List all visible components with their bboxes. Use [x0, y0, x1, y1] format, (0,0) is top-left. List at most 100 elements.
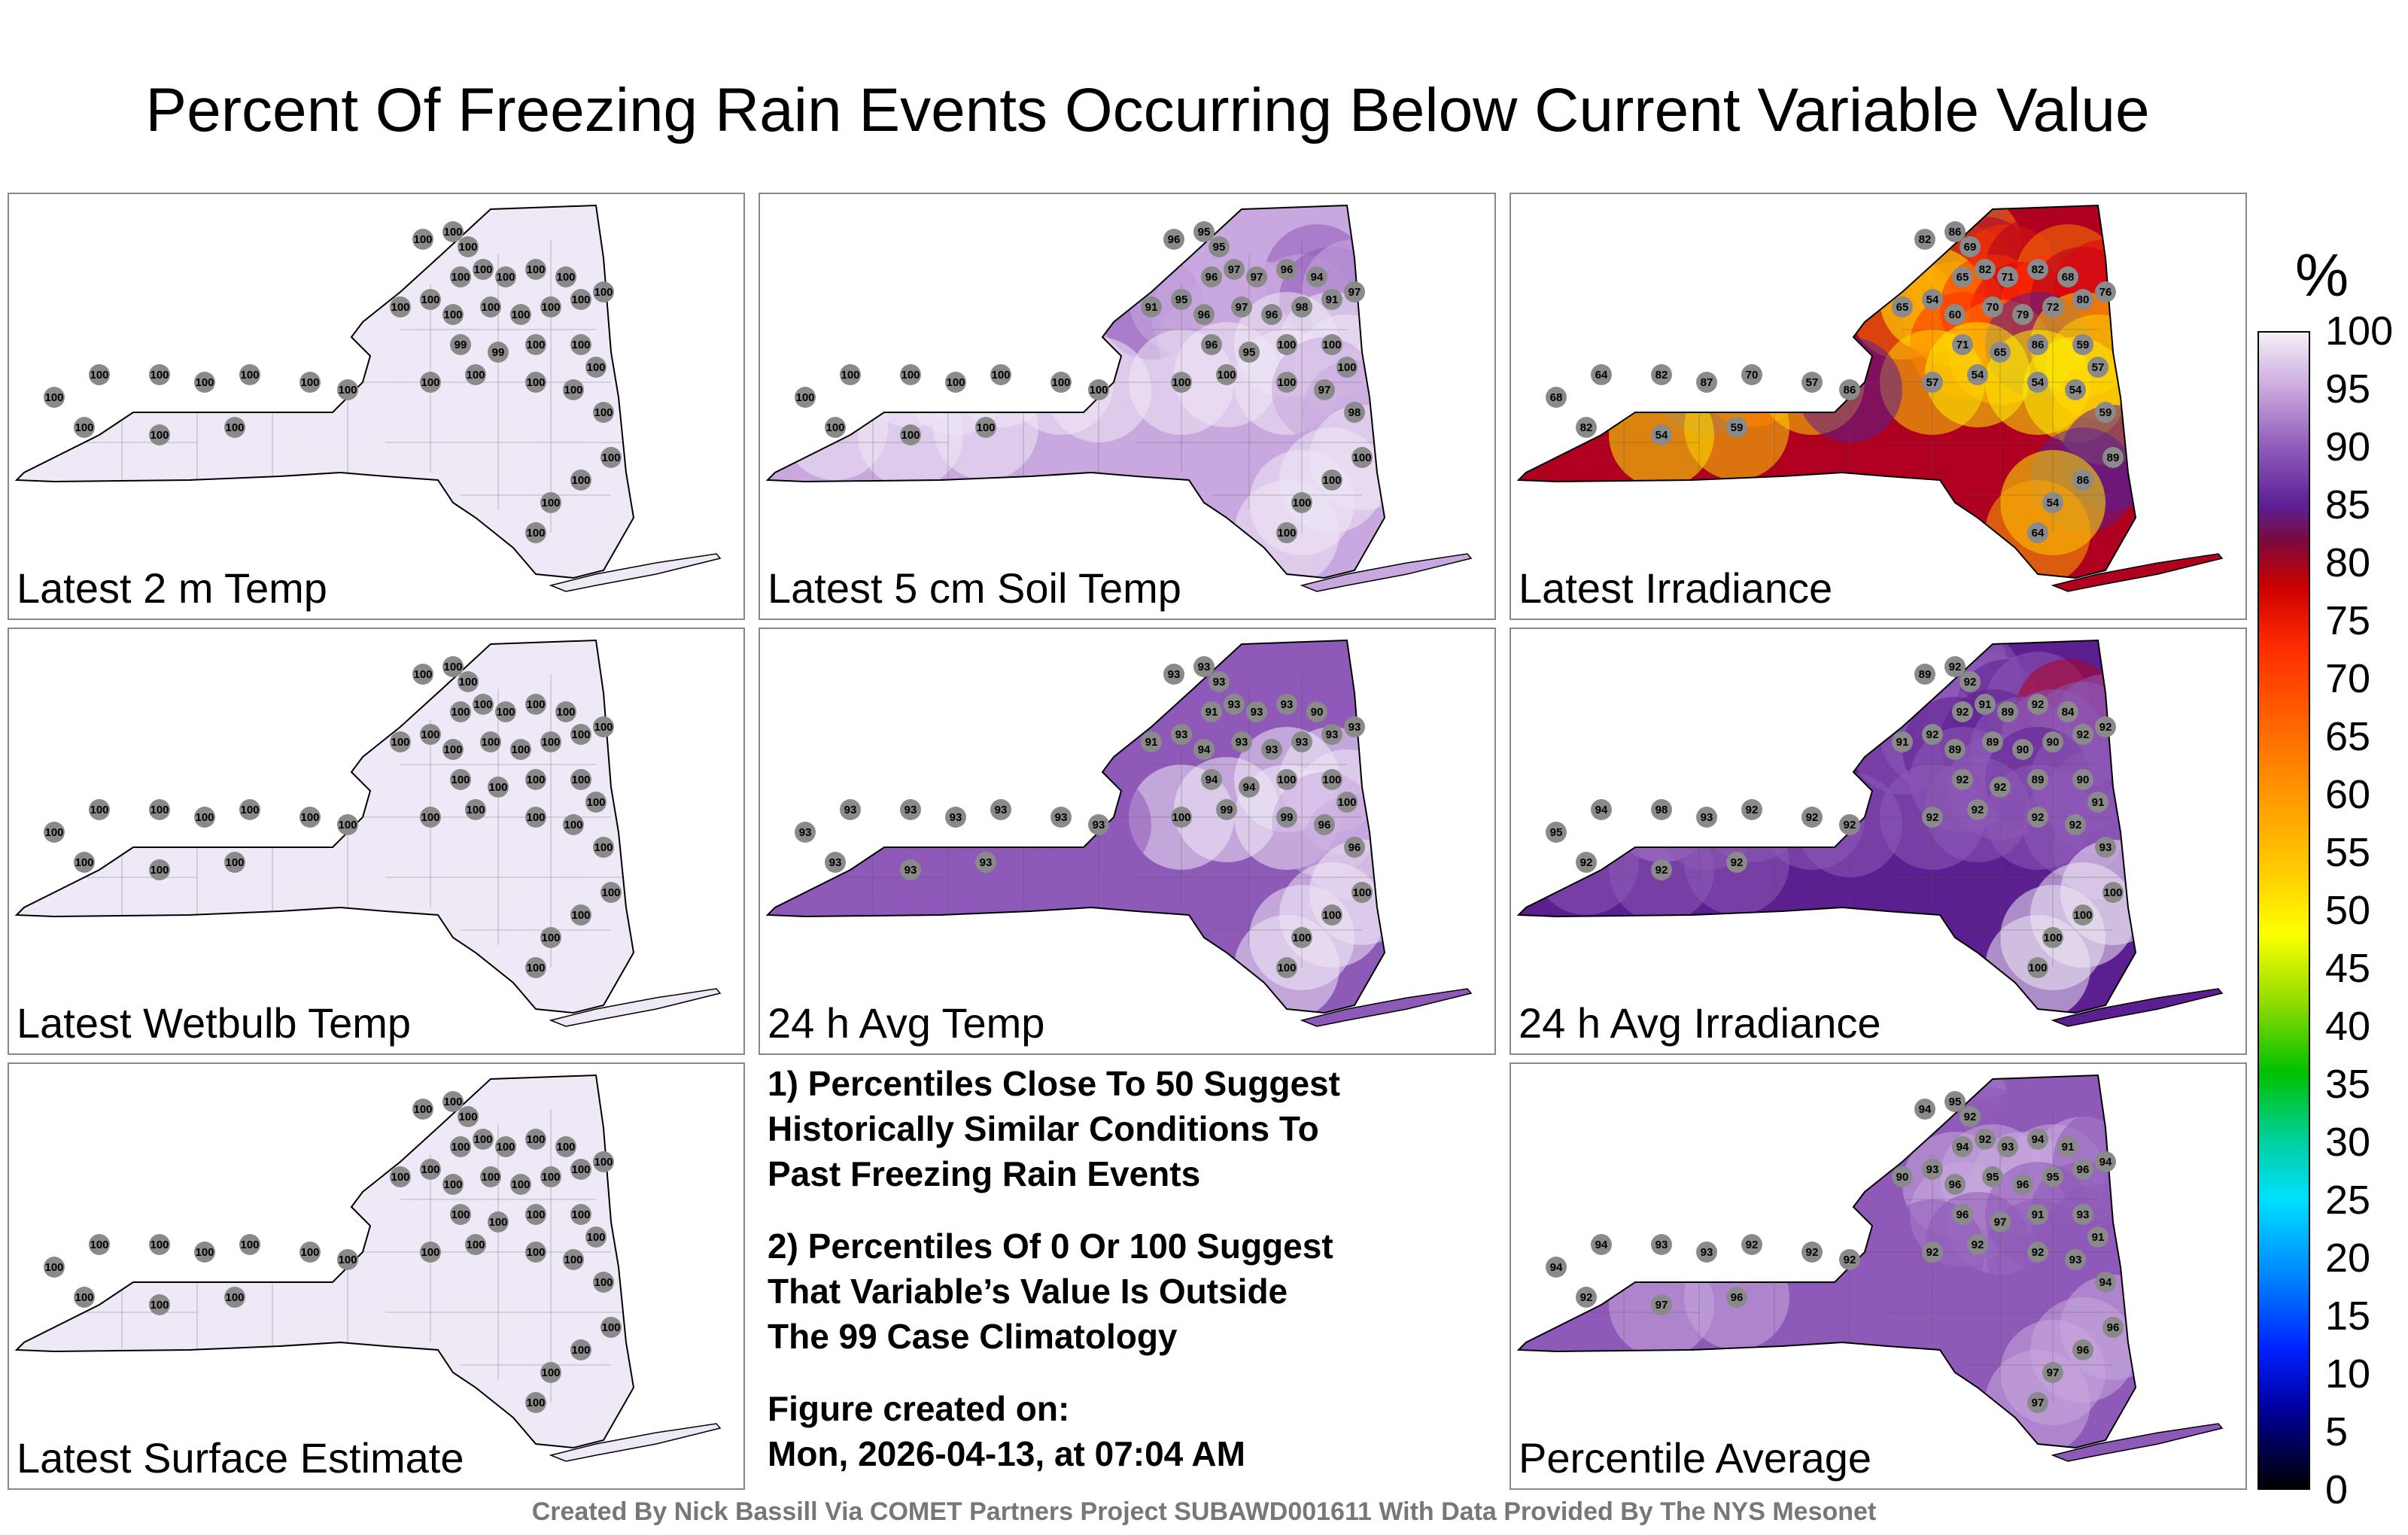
station-dot: [1163, 664, 1184, 685]
station-dot: [1944, 1091, 1966, 1112]
station-marker: 100: [555, 266, 576, 287]
station-dot: [1801, 372, 1823, 393]
station-marker: 100: [450, 701, 471, 722]
station-marker: 100: [1336, 792, 1358, 813]
station-value: 100: [541, 1171, 560, 1184]
station-value: 100: [571, 728, 590, 741]
colorbar-tick-label: 10: [2325, 1351, 2371, 1397]
station-dot: [563, 814, 584, 835]
station-dot: [224, 852, 245, 873]
station-value: 100: [466, 804, 485, 816]
station-marker: 93: [825, 852, 846, 873]
station-dot: [945, 372, 966, 393]
station-marker: 93: [975, 852, 996, 873]
station-marker: 100: [149, 1234, 170, 1255]
station-marker: 100: [89, 364, 110, 385]
station-marker: 93: [990, 799, 1011, 820]
station-value: 100: [511, 1178, 530, 1191]
station-dot: [1922, 724, 1943, 745]
station-marker: 100: [990, 364, 1011, 385]
station-marker: 97: [1224, 259, 1245, 280]
station-marker: 100: [570, 724, 591, 745]
station-marker: 94: [1952, 1136, 1973, 1157]
station-dot: [1276, 769, 1297, 790]
station-dot: [1975, 1129, 1996, 1150]
station-marker: 96: [2102, 1317, 2124, 1338]
station-dot: [194, 807, 215, 828]
station-marker: 100: [525, 769, 546, 790]
station-value: 100: [338, 384, 357, 397]
station-value: 100: [901, 369, 920, 381]
station-dot: [1209, 671, 1230, 692]
station-value: 99: [455, 339, 467, 351]
station-dot: [1546, 1257, 1567, 1278]
station-marker: 100: [900, 364, 921, 385]
station-value: 100: [496, 706, 515, 719]
state-fill: [17, 1075, 720, 1461]
station-value: 100: [541, 932, 560, 944]
station-value: 100: [225, 1291, 244, 1304]
station-value: 90: [1311, 706, 1324, 719]
station-marker: 100: [1276, 769, 1297, 790]
station-value: 100: [391, 736, 409, 749]
station-value: 96: [1168, 233, 1181, 246]
station-marker: 100: [420, 372, 441, 393]
station-value: 82: [1655, 369, 1668, 381]
station-value: 96: [1318, 819, 1331, 831]
station-marker: 100: [299, 807, 321, 828]
station-value: 100: [451, 271, 470, 284]
map-panel-latest-wetbulb-temp: 100 100 100 100 100 100 100 100 100 100 100 100 100 1…: [8, 628, 745, 1055]
station-marker: 95: [2042, 1166, 2063, 1187]
station-dot: [593, 1151, 614, 1172]
station-marker: 100: [465, 799, 486, 820]
station-dot: [1651, 364, 1672, 385]
station-marker: 100: [540, 927, 561, 948]
station-marker: 93: [900, 799, 921, 820]
station-dot: [89, 799, 110, 820]
station-marker: 100: [458, 1106, 479, 1127]
station-marker: 93: [2065, 1249, 2086, 1270]
station-marker: 92: [1839, 814, 1860, 835]
station-dot: [1975, 694, 1996, 715]
station-dot: [525, 334, 546, 355]
station-value: 100: [526, 376, 545, 389]
station-marker: 100: [945, 372, 966, 393]
station-dot: [1591, 799, 1612, 820]
station-value: 92: [1806, 1246, 1819, 1259]
station-dot: [420, 1159, 441, 1180]
station-marker: 86: [2072, 470, 2093, 491]
county-lines: [798, 674, 1377, 968]
station-value: 100: [458, 1111, 477, 1123]
station-dot: [2087, 1226, 2109, 1248]
station-value: 93: [1055, 811, 1068, 824]
station-value: 100: [74, 856, 93, 869]
station-value: 100: [466, 1239, 485, 1251]
station-marker: 90: [2012, 739, 2033, 760]
station-value: 100: [1217, 369, 1236, 381]
station-marker: 96: [1944, 1174, 1966, 1195]
station-dot: [825, 417, 846, 438]
station-value: 94: [1198, 743, 1211, 756]
station-marker: 100: [795, 387, 816, 408]
station-dot: [442, 656, 464, 677]
station-dot: [2072, 1159, 2093, 1180]
station-value: 100: [564, 1254, 582, 1266]
station-marker: 57: [1922, 372, 1943, 393]
station-value: 92: [1994, 781, 2007, 794]
station-marker: 100: [1291, 492, 1312, 513]
station-dot: [525, 1392, 546, 1413]
station-value: 100: [571, 909, 590, 922]
station-dot: [1314, 814, 1335, 835]
station-marker: 95: [1546, 822, 1567, 843]
station-dot: [337, 814, 358, 835]
station-dot: [2095, 837, 2116, 858]
station-value: 100: [413, 668, 432, 681]
station-value: 97: [2047, 1366, 2060, 1379]
station-value: 94: [1243, 781, 1256, 794]
station-value: 70: [1746, 369, 1759, 381]
station-value: 100: [466, 369, 485, 381]
station-value: 70: [1987, 301, 1999, 314]
station-marker: 100: [563, 379, 584, 400]
station-dot: [1726, 417, 1747, 438]
station-dot: [1922, 1159, 1943, 1180]
